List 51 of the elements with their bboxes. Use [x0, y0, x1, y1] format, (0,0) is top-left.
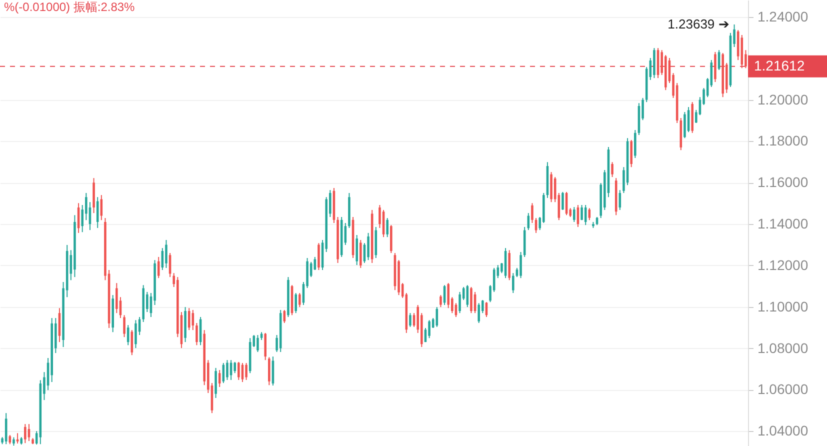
ref-line-label: 1.21612 — [754, 57, 805, 74]
y-tick-label: 1.06000 — [758, 381, 808, 398]
y-tick-label: 1.18000 — [758, 132, 808, 149]
candlestick — [531, 202, 534, 224]
candlestick — [611, 162, 614, 178]
candlestick — [134, 320, 137, 349]
candlestick — [116, 282, 118, 314]
annotation: 1.23639 ➔ — [668, 16, 730, 32]
candlestick — [562, 191, 564, 210]
candlestick — [256, 334, 259, 352]
candlestick — [360, 239, 362, 268]
candlestick — [630, 139, 632, 168]
candlestick — [458, 291, 461, 314]
candlestick — [214, 367, 217, 398]
candlestick — [447, 282, 450, 309]
candlestick — [409, 312, 412, 328]
candlestick — [573, 206, 576, 222]
annotation: %(-0.01000) 振幅:2.83% — [4, 0, 136, 14]
candlestick — [298, 292, 301, 308]
candlestick — [264, 332, 266, 361]
candlestick — [238, 361, 240, 380]
candlestick — [294, 292, 297, 314]
candlestick — [24, 424, 26, 444]
candlestick — [234, 361, 236, 374]
candlestick — [226, 360, 228, 380]
candlestick — [470, 286, 472, 314]
y-tick-label: 1.20000 — [758, 91, 808, 108]
candlestick — [512, 272, 514, 294]
candlestick — [440, 294, 442, 308]
candlestick — [580, 204, 583, 221]
y-tick-label: 1.08000 — [758, 340, 808, 356]
candlestick — [478, 302, 480, 324]
candlestick — [268, 356, 270, 386]
candlestick — [634, 130, 636, 158]
candlestick — [684, 112, 686, 139]
y-tick-label: 1.10000 — [758, 298, 808, 314]
candlestick — [318, 242, 320, 270]
y-tick-label: 1.04000 — [758, 422, 808, 439]
y-tick-label: 1.14000 — [758, 216, 808, 232]
candlestick — [123, 314, 126, 338]
candlestick — [196, 322, 198, 346]
candlestick — [367, 232, 370, 261]
y-tick-label: 1.24000 — [758, 8, 808, 24]
candlestick — [520, 251, 522, 279]
y-tick-label: 1.16000 — [758, 174, 808, 190]
candlestick — [245, 362, 248, 380]
candlestick — [428, 320, 430, 339]
y-tick-label: 1.12000 — [758, 256, 808, 273]
candlestick — [386, 218, 388, 238]
candlestick — [356, 234, 358, 266]
candlestick — [165, 239, 168, 268]
